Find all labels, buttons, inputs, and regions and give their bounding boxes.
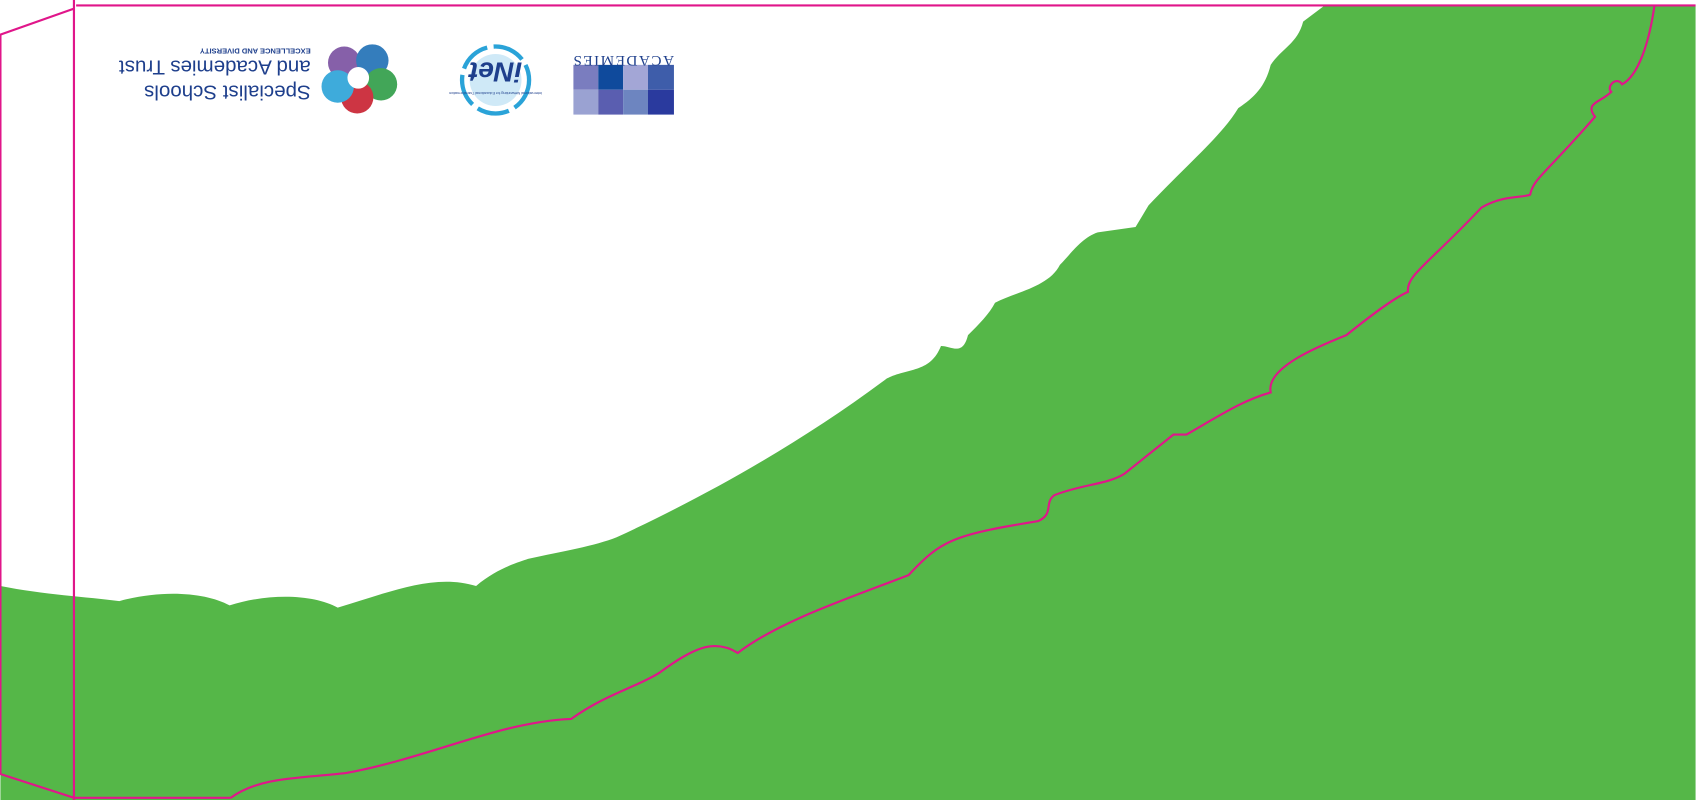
ssat-logo: Specialist Schools and Academies Trust E… [119,44,398,114]
fold-curve [230,5,1656,799]
ssat-name-line2: and Academies Trust [119,56,311,79]
inet-tagline: International Networking for Educational… [449,91,542,95]
ssat-tagline: EXCELLENCE AND DIVERSITY [200,47,311,56]
flower [321,44,398,114]
academies-logo: ACADEMIES [573,52,674,115]
inet-logo: iNet International Networking for Educat… [449,44,542,116]
academies-name: ACADEMIES [573,52,674,68]
ssat-name-line1: Specialist Schools [144,80,311,103]
green-shape [0,5,1696,800]
inet-name: iNet [467,57,522,88]
